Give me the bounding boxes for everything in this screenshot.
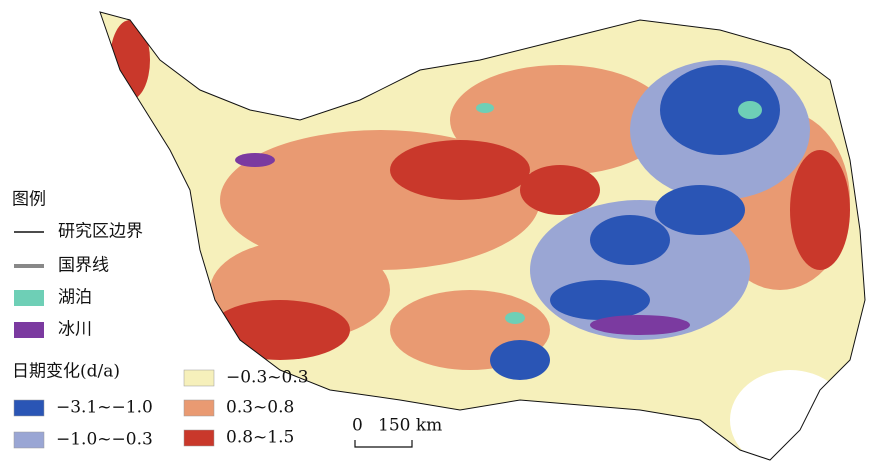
legend-label: 湖泊: [58, 288, 92, 308]
class-label: −3.1~−1.0: [56, 398, 153, 418]
class-swatch: [183, 399, 215, 417]
legend-subtitle: 日期变化(d/a): [12, 362, 120, 382]
legend-swatch: [14, 322, 44, 338]
legend-title: 图例: [12, 190, 46, 210]
class-label: 0.3~0.8: [226, 398, 294, 418]
class-label: −1.0~−0.3: [56, 430, 153, 450]
legend-swatch: [14, 290, 44, 306]
class-swatch: [183, 429, 215, 447]
class-swatch: [183, 369, 215, 387]
legend-label: 冰川: [58, 320, 92, 340]
legend-label: 研究区边界: [58, 222, 143, 242]
class-swatch: [13, 431, 45, 449]
class-swatch: [13, 399, 45, 417]
scale-end: 150 km: [378, 416, 442, 436]
class-label: 0.8~1.5: [226, 428, 294, 448]
scale-start: 0: [352, 416, 363, 436]
legend-label: 国界线: [58, 256, 109, 276]
class-label: −0.3~0.3: [226, 368, 309, 388]
scale-bar: [354, 440, 413, 448]
study-boundary: [99, 11, 866, 461]
